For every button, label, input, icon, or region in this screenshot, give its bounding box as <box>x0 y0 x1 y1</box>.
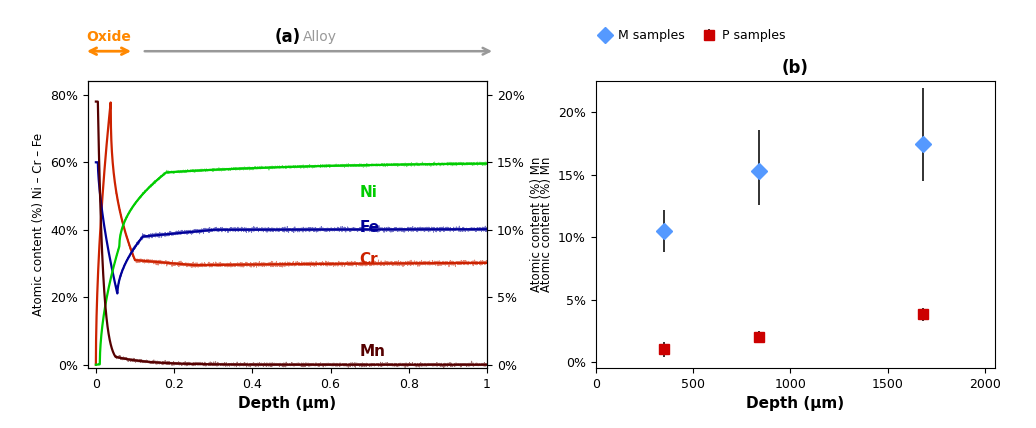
Y-axis label: Atomic content (%) Ni – Cr – Fe: Atomic content (%) Ni – Cr – Fe <box>32 133 45 316</box>
Text: Ni: Ni <box>359 185 377 200</box>
Title: (b): (b) <box>782 59 808 77</box>
Y-axis label: Atomic content (%) Mn: Atomic content (%) Mn <box>530 157 543 292</box>
Text: Fe: Fe <box>359 220 379 235</box>
Legend: M samples, P samples: M samples, P samples <box>594 24 790 48</box>
Text: Alloy: Alloy <box>303 30 337 44</box>
X-axis label: Depth (μm): Depth (μm) <box>238 396 337 411</box>
X-axis label: Depth (μm): Depth (μm) <box>746 396 844 411</box>
Y-axis label: Atomic content (%) Mn: Atomic content (%) Mn <box>540 157 552 292</box>
Text: Oxide: Oxide <box>86 30 132 44</box>
Text: Mn: Mn <box>359 344 385 359</box>
Title: (a): (a) <box>275 28 300 46</box>
Text: Cr: Cr <box>359 252 378 267</box>
